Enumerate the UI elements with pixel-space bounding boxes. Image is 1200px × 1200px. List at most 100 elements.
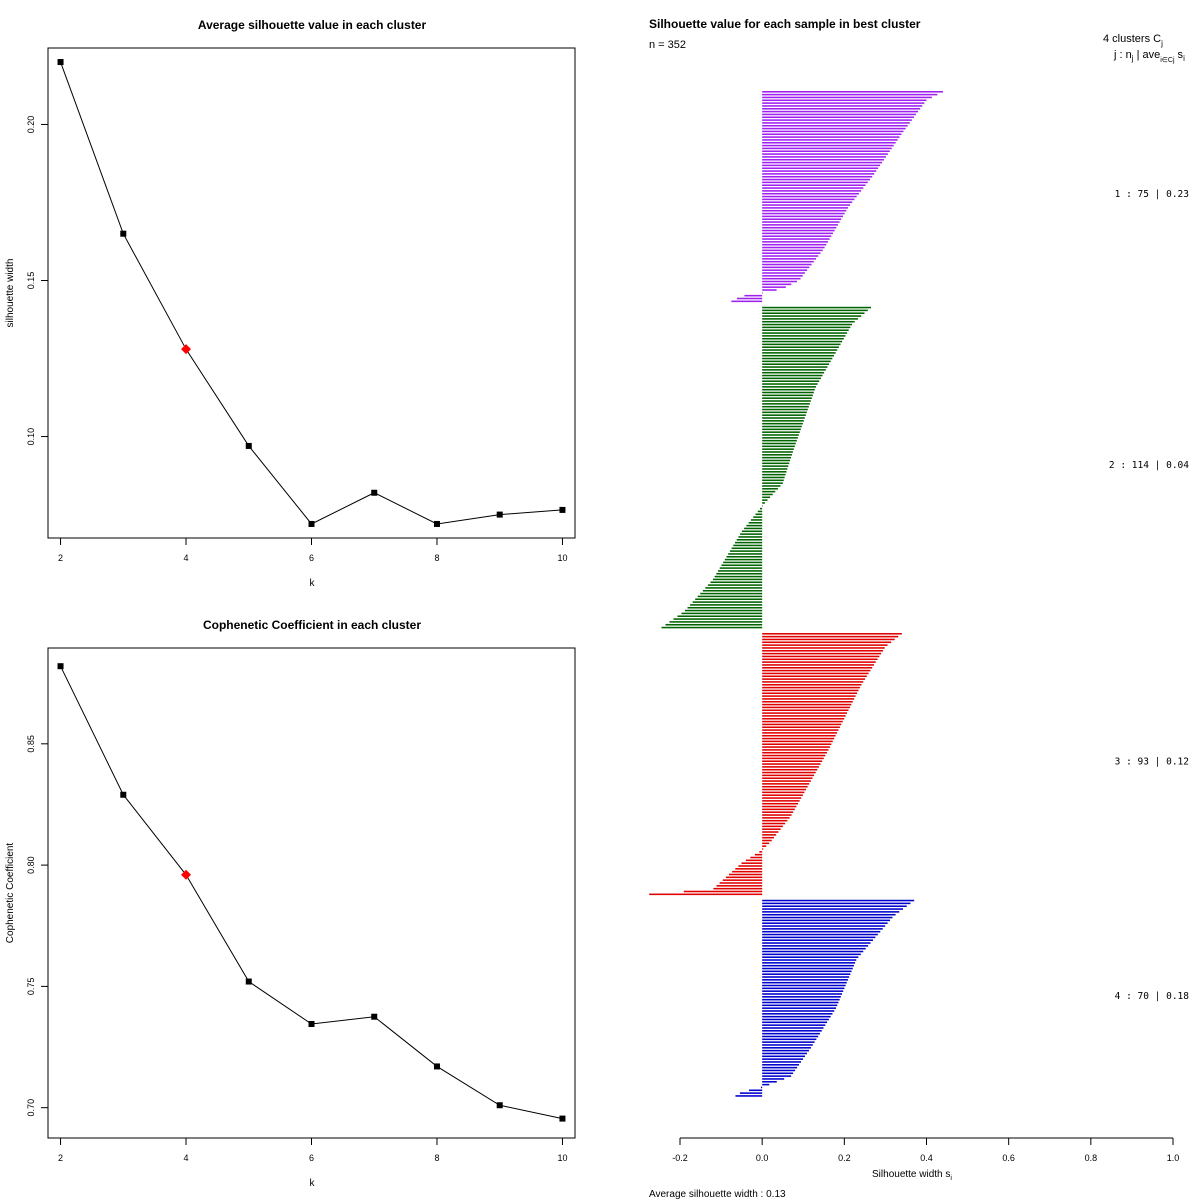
silhouette-bar [762, 238, 830, 240]
silhouette-bar [732, 870, 763, 873]
silhouette-bar [762, 195, 857, 198]
silhouette-bar [762, 681, 864, 683]
cophenetic-x-label: k [310, 1178, 316, 1189]
silhouette-bar [762, 644, 888, 646]
silhouette-bar [762, 899, 915, 902]
average-silhouette-width: Average silhouette width : 0.13 [649, 1189, 786, 1200]
silhouette-bar [762, 357, 833, 360]
silhouette-bar [762, 141, 896, 144]
y-tick-label: 0.15 [26, 272, 36, 290]
silhouette-bar [719, 882, 763, 884]
sample-count: n = 352 [649, 39, 686, 51]
silhouette-bar [762, 275, 803, 277]
x-tick-label: 10 [557, 553, 567, 563]
silhouette-bar [762, 173, 875, 175]
silhouette-bar [762, 289, 777, 291]
data-point [433, 520, 440, 527]
silhouette-bar [762, 635, 899, 638]
silhouette-bar [762, 990, 844, 992]
silhouette-bar [762, 400, 811, 402]
silhouette-bar [762, 1027, 824, 1029]
silhouette-bar [762, 110, 919, 113]
silhouette-bar [762, 116, 914, 119]
silhouette-bar [762, 1075, 792, 1077]
silhouette-bar [762, 1083, 770, 1086]
y-tick-label: 0.85 [26, 735, 36, 753]
silhouette-bar [762, 953, 861, 956]
silhouette-bar [762, 374, 823, 377]
silhouette-bar [762, 709, 849, 712]
silhouette-bar [762, 785, 808, 788]
silhouette-bar [762, 113, 917, 116]
silhouette-bar [762, 417, 805, 419]
silhouette-bar [762, 490, 776, 493]
x-tick-label: -0.2 [672, 1153, 688, 1163]
silhouette-bar [762, 751, 827, 754]
silhouette-bar [762, 335, 846, 337]
silhouette-bar [738, 536, 763, 538]
silhouette-bar [762, 394, 813, 397]
silhouette-bar [721, 564, 763, 567]
silhouette-bar [762, 737, 835, 740]
data-point [120, 791, 127, 798]
silhouette-bar [762, 1024, 826, 1026]
silhouette-bar [762, 105, 923, 107]
silhouette-bar [762, 161, 883, 164]
silhouette-bar [762, 641, 892, 644]
silhouette-bar [762, 1069, 796, 1072]
silhouette-bar [762, 318, 858, 320]
cluster-labels: 1 : 75 | 0.23 2 : 114 | 0.04 3 : 93 | 0.12… [1109, 189, 1189, 1002]
silhouette-bar [762, 715, 846, 717]
silhouette-bar [757, 510, 763, 513]
silhouette-bar [762, 144, 894, 147]
silhouette-bar [762, 794, 803, 796]
silhouette-bar [762, 729, 839, 731]
silhouette-bar [762, 700, 853, 703]
avg-silhouette-series [57, 59, 566, 527]
silhouette-bar [677, 615, 763, 618]
silhouette-bar [762, 984, 846, 987]
silhouette-bar [762, 411, 807, 414]
silhouette-bar [762, 309, 868, 312]
silhouette-bar [762, 158, 884, 161]
silhouette-bar [762, 911, 900, 913]
silhouette-bar [762, 181, 868, 184]
silhouette-bar [762, 666, 873, 669]
silhouette-bar [762, 800, 800, 802]
data-point [57, 663, 64, 670]
silhouette-bar [762, 209, 847, 212]
silhouette-bar [762, 802, 798, 805]
silhouette-bar [762, 130, 904, 133]
silhouette-bar [724, 558, 763, 561]
silhouette-bar [762, 468, 788, 470]
silhouette-bar [762, 633, 902, 635]
silhouette-bar [762, 1018, 829, 1021]
silhouette-bar [762, 661, 876, 663]
silhouette-bar [762, 1041, 815, 1043]
silhouette-bar [725, 876, 763, 879]
silhouette-bar [762, 771, 816, 774]
silhouette-bar [762, 811, 794, 813]
silhouette-bar [762, 479, 784, 482]
silhouette-bar [762, 922, 888, 924]
silhouette-bar [736, 538, 763, 541]
silhouette-bar [762, 405, 809, 408]
y-tick-label: 0.70 [26, 1099, 36, 1117]
silhouette-bar [762, 1055, 806, 1058]
silhouette-bar [762, 746, 830, 748]
silhouette-bar [710, 581, 763, 584]
silhouette-bar [762, 834, 777, 836]
silhouette-bar [762, 956, 859, 958]
silhouette-bar [762, 675, 867, 678]
silhouette-bar [735, 541, 763, 544]
silhouette-bar [762, 658, 878, 661]
silhouette-bar [762, 363, 830, 365]
silhouette-bar [762, 277, 801, 280]
silhouette-bar [760, 1086, 763, 1089]
silhouette-bar [755, 513, 763, 516]
silhouette-bar [762, 136, 900, 138]
silhouette-bar [762, 950, 864, 953]
data-point [120, 230, 127, 237]
silhouette-bar [762, 451, 793, 453]
silhouette-bar [762, 1015, 831, 1018]
